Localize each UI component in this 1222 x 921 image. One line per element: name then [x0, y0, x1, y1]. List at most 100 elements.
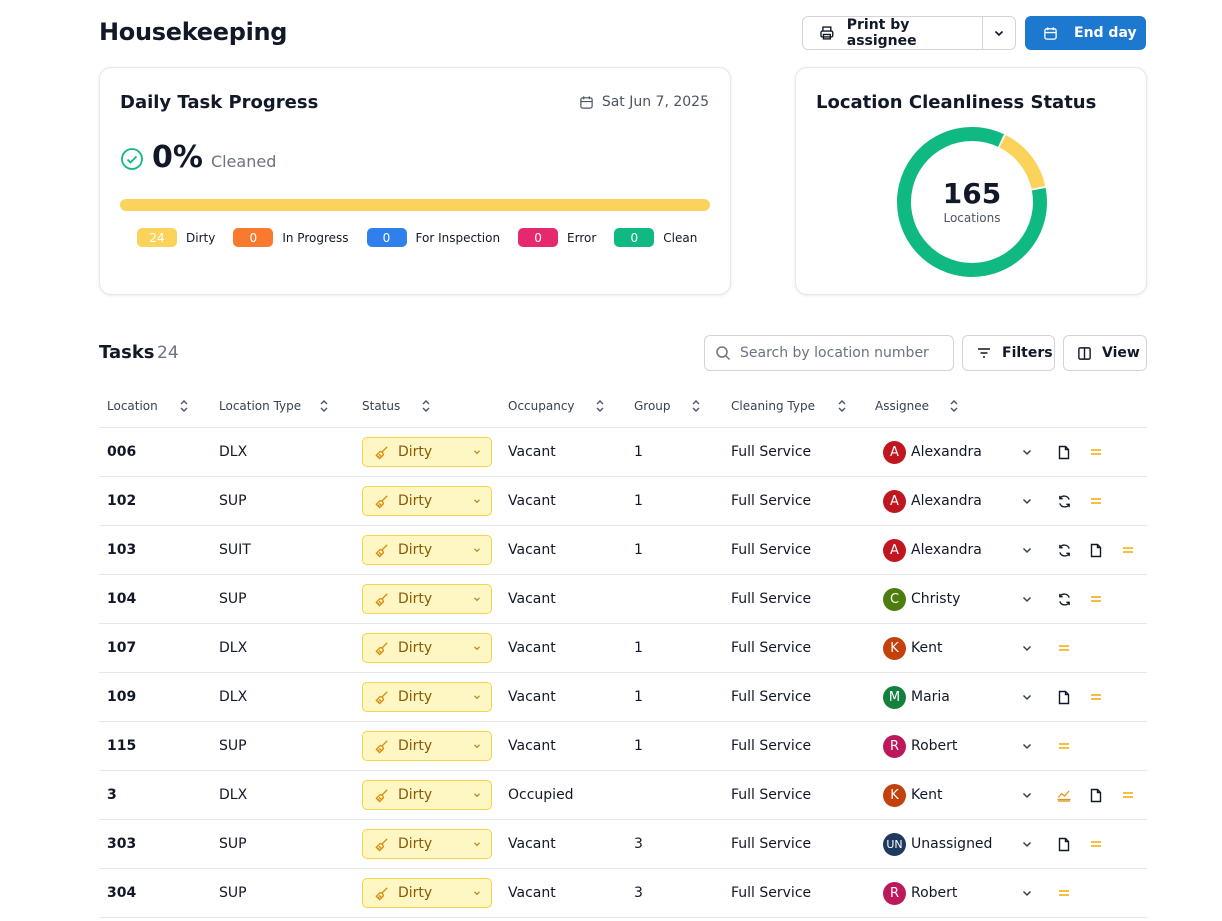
- broom-icon: [375, 641, 388, 656]
- status-select[interactable]: Dirty: [362, 878, 492, 908]
- table-row[interactable]: 303 SUP Dirty Vacant 3 Full Service UN Unassign…: [99, 820, 1147, 869]
- avatar: K: [883, 783, 906, 807]
- table-row[interactable]: 304 SUP Dirty Vacant 3 Full Service R Robert: [99, 869, 1147, 918]
- sort-button[interactable]: [411, 399, 431, 416]
- priority-icon[interactable]: [1084, 575, 1108, 623]
- group-cell: 1: [634, 542, 643, 558]
- priority-icon[interactable]: [1084, 477, 1108, 525]
- sort-icon[interactable]: [949, 399, 959, 413]
- sort-icon[interactable]: [179, 399, 189, 413]
- column-header-location[interactable]: Location: [107, 384, 188, 428]
- search-box[interactable]: [704, 335, 954, 371]
- avatar: A: [883, 489, 906, 513]
- sort-button[interactable]: [169, 399, 189, 416]
- column-header-cleaning-type[interactable]: Cleaning Type: [731, 384, 846, 428]
- note-icon[interactable]: [1084, 526, 1108, 574]
- table-row[interactable]: 107 DLX Dirty Vacant 1 Full Service K Kent: [99, 624, 1147, 673]
- assignee-select[interactable]: UN Unassigned: [883, 832, 1033, 856]
- assignee-select[interactable]: A Alexandra: [883, 440, 1033, 464]
- note-icon[interactable]: [1052, 428, 1076, 476]
- sort-button[interactable]: [309, 399, 329, 416]
- assignee-cell: R Robert: [883, 869, 1033, 917]
- refresh-icon[interactable]: [1052, 575, 1076, 623]
- priority-icon[interactable]: [1084, 428, 1108, 476]
- status-label: Dirty: [398, 787, 433, 803]
- chevron-down-icon: [1022, 890, 1032, 897]
- priority-icon[interactable]: [1084, 820, 1108, 868]
- cleaning-type-cell: Full Service: [731, 689, 812, 705]
- column-header-assignee[interactable]: Assignee: [875, 384, 958, 428]
- avatar: R: [883, 881, 906, 905]
- table-row[interactable]: 103 SUIT Dirty Vacant 1 Full Service A Alexandr…: [99, 526, 1147, 575]
- refresh-icon[interactable]: [1052, 477, 1076, 525]
- table-row[interactable]: 109 DLX Dirty Vacant 1 Full Service M Maria: [99, 673, 1147, 722]
- assignee-select[interactable]: A Alexandra: [883, 489, 1033, 513]
- status-label: Dirty: [398, 738, 433, 754]
- occupancy-cell: Vacant: [508, 640, 556, 656]
- cleaning-type-cell: Full Service: [731, 591, 812, 607]
- status-select[interactable]: Dirty: [362, 633, 492, 663]
- column-header-occupancy[interactable]: Occupancy: [508, 384, 604, 428]
- refresh-icon[interactable]: [1052, 526, 1076, 574]
- priority-icon[interactable]: [1084, 673, 1108, 721]
- table-row[interactable]: 104 SUP Dirty Vacant Full Service C Christy: [99, 575, 1147, 624]
- column-header-group[interactable]: Group: [634, 384, 700, 428]
- avatar: C: [883, 587, 906, 611]
- priority-icon[interactable]: [1052, 624, 1076, 672]
- status-select[interactable]: Dirty: [362, 829, 492, 859]
- end-day-button[interactable]: End day: [1025, 16, 1146, 50]
- assignee-select[interactable]: A Alexandra: [883, 538, 1033, 562]
- table-row[interactable]: 115 SUP Dirty Vacant 1 Full Service R Robert: [99, 722, 1147, 771]
- priority-icon[interactable]: [1116, 771, 1140, 819]
- column-header-location-type[interactable]: Location Type: [219, 384, 328, 428]
- chevron-down-icon: [1022, 841, 1032, 848]
- column-header-status[interactable]: Status: [362, 384, 430, 428]
- assignee-name: Christy: [911, 591, 961, 607]
- assignee-select[interactable]: K Kent: [883, 636, 1033, 660]
- sort-icon[interactable]: [837, 399, 847, 413]
- view-button[interactable]: View: [1063, 335, 1147, 371]
- print-by-assignee-button[interactable]: Print by assignee: [802, 16, 1016, 50]
- chevron-down-icon: [474, 891, 480, 896]
- sort-button[interactable]: [939, 399, 959, 416]
- table-row[interactable]: 006 DLX Dirty Vacant 1 Full Service A Alexandra: [99, 428, 1147, 477]
- assignee-select[interactable]: M Maria: [883, 685, 1033, 709]
- search-input[interactable]: [740, 345, 940, 361]
- sort-button[interactable]: [681, 399, 701, 416]
- status-select[interactable]: Dirty: [362, 437, 492, 467]
- assignee-cell: A Alexandra: [883, 477, 1033, 525]
- note-icon[interactable]: [1052, 673, 1076, 721]
- status-select[interactable]: Dirty: [362, 535, 492, 565]
- assignee-select[interactable]: R Robert: [883, 881, 1033, 905]
- note-icon[interactable]: [1084, 771, 1108, 819]
- sort-icon[interactable]: [691, 399, 701, 413]
- sort-button[interactable]: [585, 399, 605, 416]
- filters-button[interactable]: Filters: [962, 335, 1055, 371]
- chevron-down-icon: [474, 548, 480, 553]
- priority-icon[interactable]: [1116, 526, 1140, 574]
- priority-icon[interactable]: [1052, 722, 1076, 770]
- table-row[interactable]: 102 SUP Dirty Vacant 1 Full Service A Alexandra: [99, 477, 1147, 526]
- table-header: Location Location Type Status Occupancy Grou…: [99, 384, 1147, 428]
- status-select[interactable]: Dirty: [362, 731, 492, 761]
- table-row[interactable]: 3 DLX Dirty Occupied Full Service K Kent: [99, 771, 1147, 820]
- sort-button[interactable]: [827, 399, 847, 416]
- sort-icon[interactable]: [319, 399, 329, 413]
- chevron-down-icon: [474, 597, 480, 602]
- sort-icon[interactable]: [595, 399, 605, 413]
- bed-icon[interactable]: [1052, 771, 1076, 819]
- status-select[interactable]: Dirty: [362, 682, 492, 712]
- assignee-select[interactable]: K Kent: [883, 783, 1033, 807]
- status-select[interactable]: Dirty: [362, 780, 492, 810]
- print-button-main[interactable]: Print by assignee: [803, 17, 983, 49]
- status-select[interactable]: Dirty: [362, 584, 492, 614]
- sort-icon[interactable]: [421, 399, 431, 413]
- location-type-cell: SUP: [219, 738, 247, 754]
- print-options-dropdown[interactable]: [983, 17, 1015, 49]
- assignee-select[interactable]: R Robert: [883, 734, 1033, 758]
- assignee-name: Alexandra: [911, 542, 982, 558]
- priority-icon[interactable]: [1052, 869, 1076, 917]
- status-select[interactable]: Dirty: [362, 486, 492, 516]
- assignee-select[interactable]: C Christy: [883, 587, 1033, 611]
- note-icon[interactable]: [1052, 820, 1076, 868]
